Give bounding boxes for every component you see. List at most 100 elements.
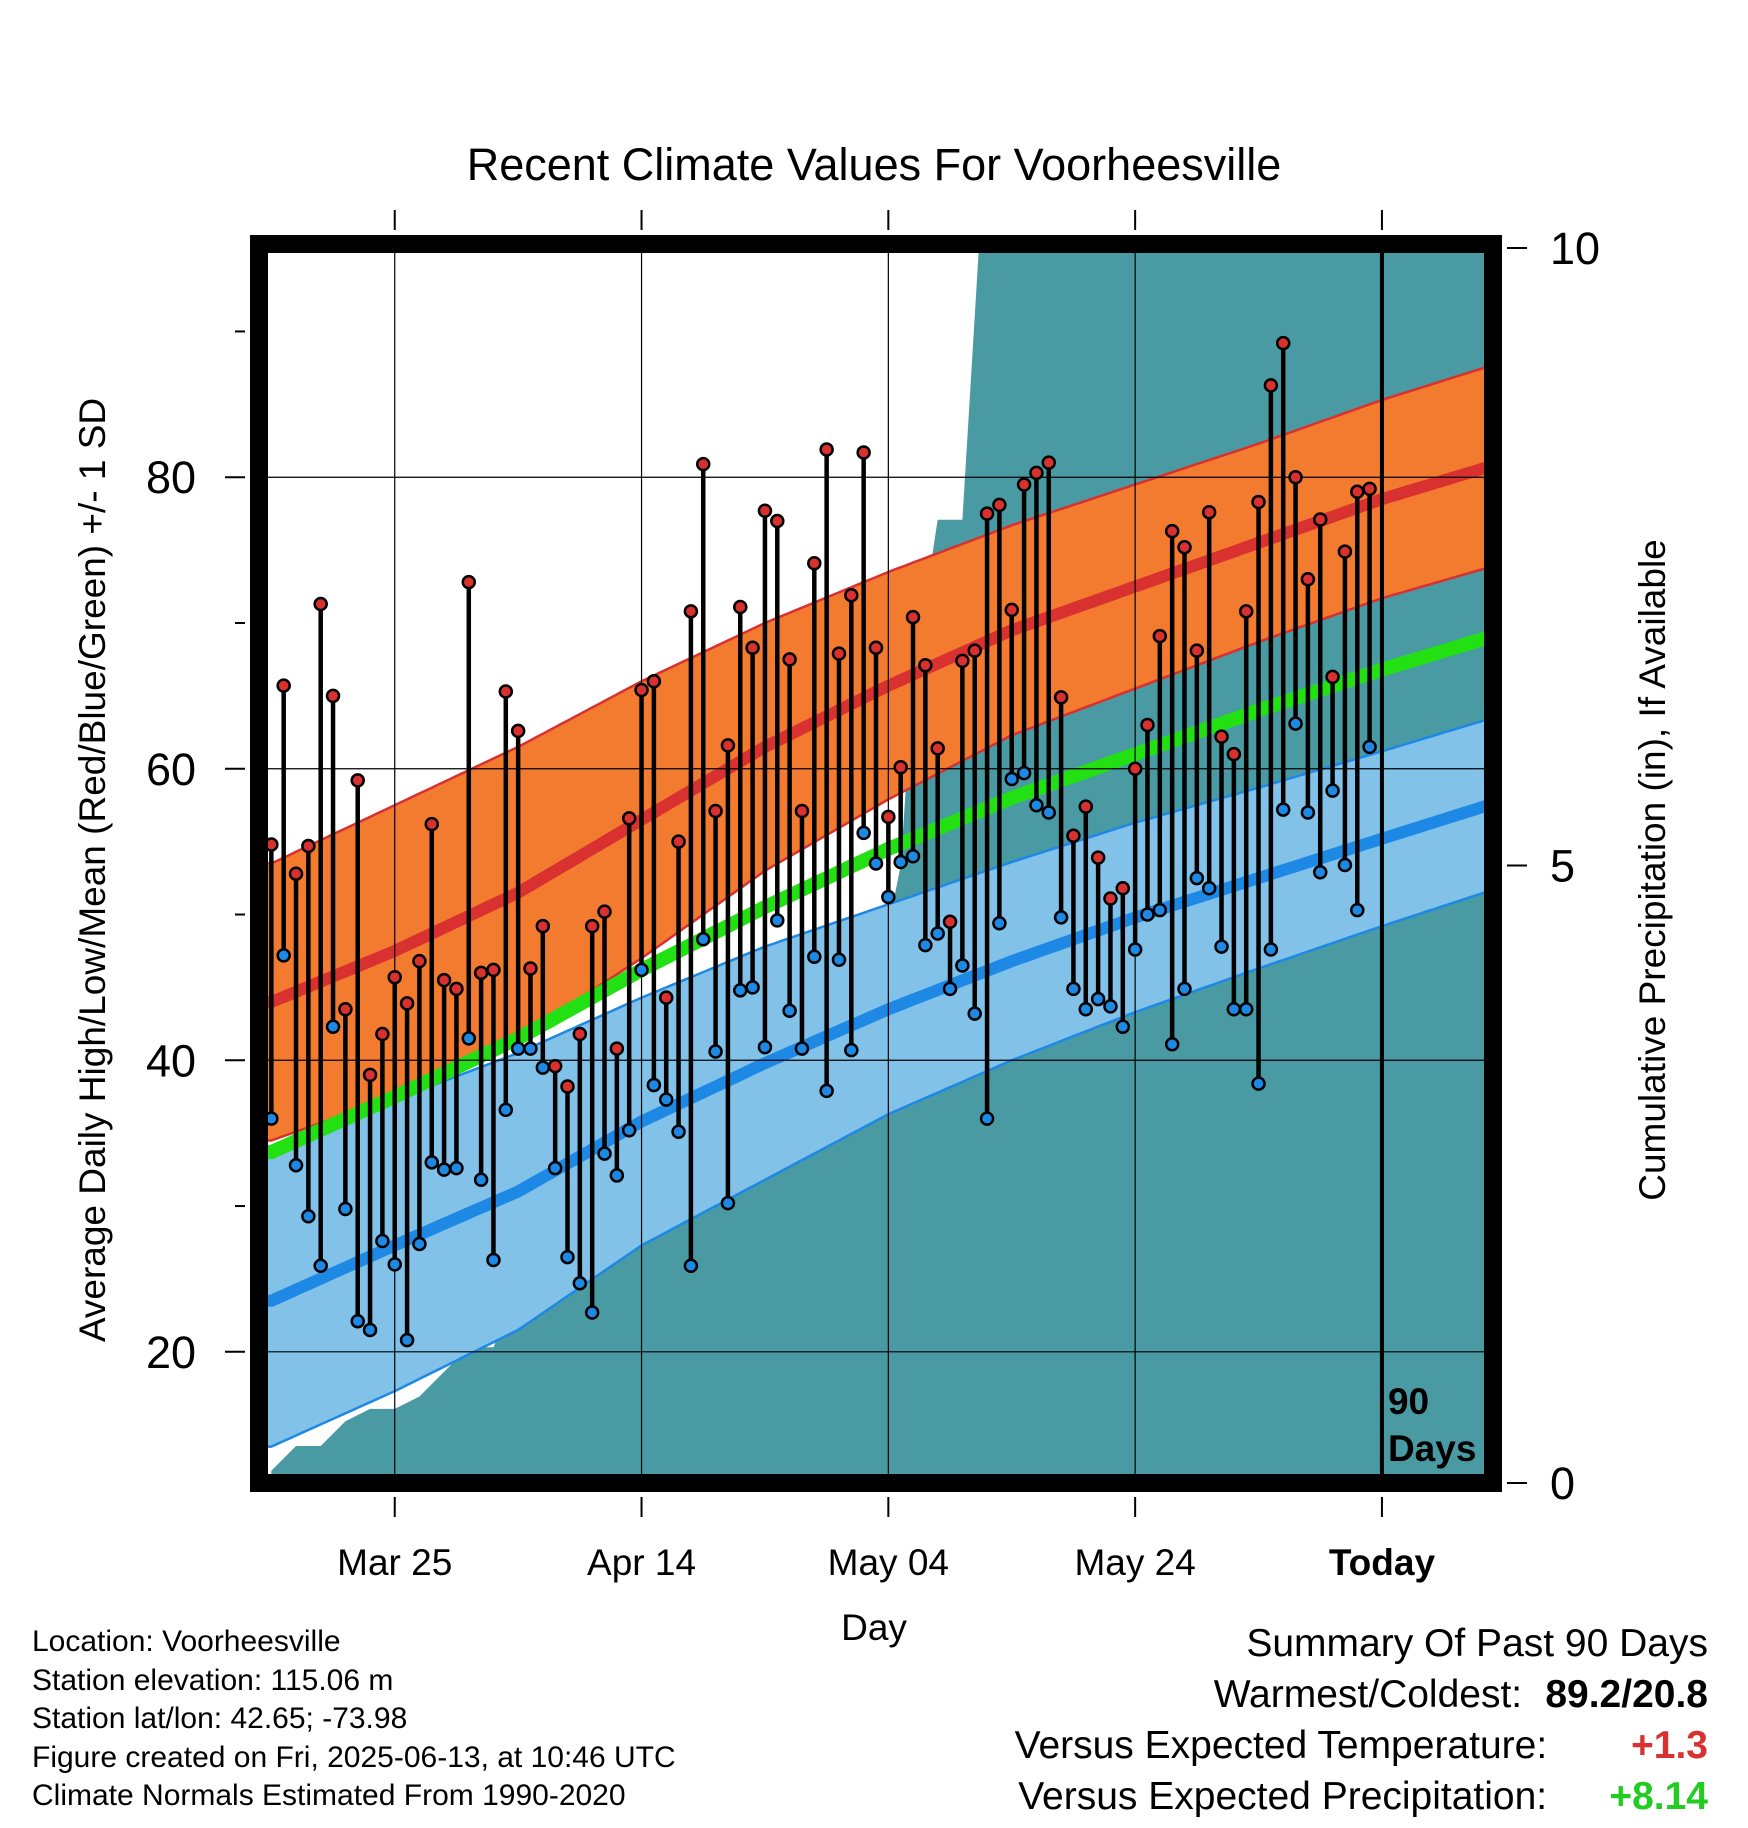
high-point (584, 918, 600, 934)
high-point (819, 442, 834, 457)
low-point (745, 980, 760, 995)
high-point (1275, 335, 1291, 351)
high-point (671, 834, 686, 849)
low-point (979, 1111, 995, 1126)
low-point (412, 1236, 427, 1252)
plot-content: 90 Days (259, 244, 1493, 1483)
low-point (510, 1041, 526, 1056)
low-point (1201, 881, 1217, 896)
high-point (881, 809, 896, 825)
low-point (276, 948, 291, 963)
high-point (1066, 828, 1081, 844)
high-point (1127, 761, 1143, 777)
high-point (1164, 523, 1180, 539)
high-point (695, 456, 711, 472)
low-point (449, 1160, 464, 1176)
high-point (1263, 378, 1279, 393)
low-point (1275, 802, 1291, 817)
low-point (757, 1039, 773, 1055)
high-point (510, 723, 526, 739)
high-point (992, 497, 1007, 513)
normals-text: Climate Normals Estimated From 1990-2020 (32, 1779, 626, 1812)
plot-area: 90 Days (259, 244, 1493, 1483)
precipitation-value: +8.14 (1609, 1775, 1708, 1818)
high-point (770, 513, 785, 529)
high-point (498, 684, 514, 699)
low-point (1177, 981, 1192, 997)
high-point (683, 604, 699, 619)
high-point (844, 588, 859, 603)
y2-tick-label: 0 (1550, 1458, 1575, 1509)
low-point (868, 856, 884, 871)
precipitation-label: Versus Expected Precipitation: (1018, 1775, 1548, 1818)
x-axis-label: Day (841, 1607, 907, 1648)
high-point (1115, 881, 1131, 896)
normal-low-line (259, 797, 1493, 1307)
precipitation-row: Versus Expected Precipitation: +8.14 (1015, 1771, 1708, 1822)
low-point (572, 1276, 588, 1291)
elevation-text: Station elevation: 115.06 m (32, 1663, 394, 1697)
low-point (955, 958, 970, 973)
today-days-number: 90 (1388, 1381, 1429, 1422)
low-point (1066, 981, 1081, 997)
latlon-text: Station lat/lon: 42.65; -73.98 (32, 1702, 408, 1735)
warmest-coldest-value: 89.2/20.8 (1545, 1673, 1708, 1716)
y2-tick-label: 10 (1550, 223, 1600, 274)
high-point (1140, 717, 1155, 733)
low-point (609, 1168, 625, 1183)
low-point (436, 1162, 452, 1177)
low-point (1288, 716, 1303, 731)
high-point (560, 1079, 575, 1094)
high-point (387, 969, 402, 985)
low-point (992, 916, 1007, 931)
high-point (325, 688, 341, 704)
temperature-label: Versus Expected Temperature: (1014, 1724, 1548, 1767)
high-point (362, 1067, 378, 1083)
low-point (621, 1122, 637, 1138)
high-point (338, 1002, 353, 1017)
low-point (1325, 783, 1340, 798)
y2-tick-label: 5 (1550, 841, 1575, 892)
low-point (893, 854, 908, 870)
high-point (733, 599, 748, 615)
high-sd-upper-line (259, 363, 1493, 865)
high-point (1201, 504, 1217, 520)
x-tick-label: May 24 (1074, 1542, 1195, 1583)
high-point (1029, 465, 1044, 481)
low-point (646, 1077, 662, 1093)
high-point (449, 981, 464, 997)
high-point (1362, 481, 1377, 497)
low-point (1016, 765, 1032, 781)
low-point (733, 983, 748, 998)
chart-title: Recent Climate Values For Voorheesville (467, 139, 1282, 190)
high-point (905, 609, 921, 625)
low-point (671, 1124, 686, 1139)
high-point (918, 658, 933, 673)
high-point (1041, 455, 1057, 470)
high-point (720, 738, 736, 753)
low-point (770, 913, 785, 928)
low-point (1103, 999, 1118, 1014)
high-point (609, 1041, 625, 1056)
high-point (658, 990, 674, 1005)
low-point (535, 1060, 551, 1075)
low-point (1152, 902, 1168, 918)
summary-title: Summary Of Past 90 Days (1246, 1622, 1708, 1665)
high-point (523, 961, 538, 976)
y-axis-label: Average Daily High/Low/Mean (Red/Blue/Gr… (72, 398, 113, 1342)
high-point (1337, 544, 1353, 559)
high-point (757, 503, 773, 518)
high-point (1078, 799, 1094, 814)
high-point (1016, 477, 1032, 492)
low-point (461, 1031, 477, 1046)
low-point (1164, 1036, 1180, 1052)
low-point (967, 1006, 982, 1021)
station-info: Location: Voorheesville Station elevatio… (32, 1623, 676, 1816)
high-point (1152, 628, 1168, 644)
x-tick-label: Today (1329, 1542, 1436, 1583)
high-point (1053, 690, 1069, 705)
high-point (893, 760, 908, 775)
low-point (338, 1201, 353, 1217)
high-point (597, 904, 612, 919)
high-point (634, 682, 649, 698)
